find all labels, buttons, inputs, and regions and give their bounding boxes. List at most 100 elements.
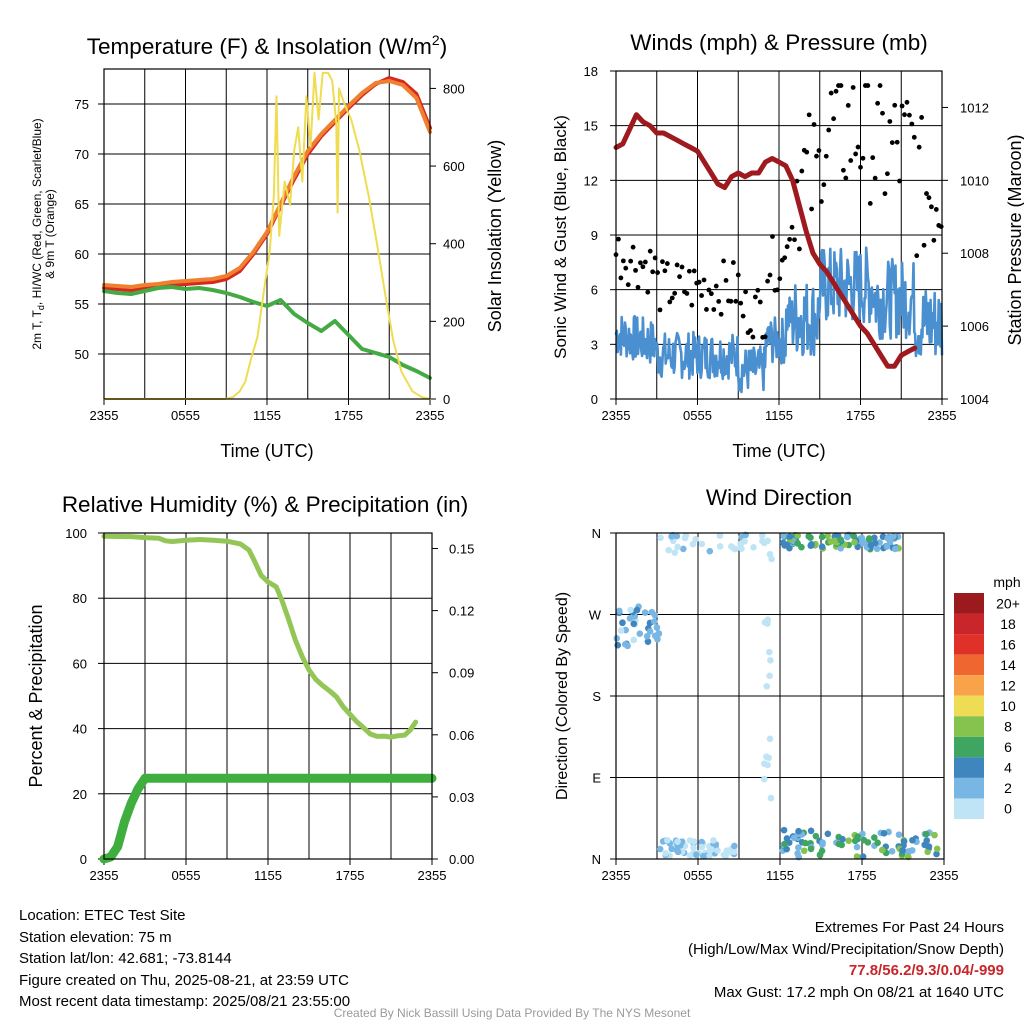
direction-point [671,549,679,556]
humidity-ytick-label: 100 [65,526,87,541]
direction-point [824,532,831,540]
winds-gust-point [938,224,944,230]
direction-point [767,657,774,664]
direction-point [644,638,652,645]
humidity-xtick-label: 0555 [172,868,201,883]
winds-gust-point [907,112,912,118]
winds-gust-point [904,99,910,105]
direction-point [750,544,757,551]
direction-point [807,542,815,550]
winds-frame [615,70,943,400]
winds-gust-point [652,255,658,261]
direction-point [767,794,775,802]
winds-gust-point [650,269,656,275]
temperature-ytick-label: 50 [75,347,89,362]
direction-point [837,536,844,543]
winds-gust-point [721,258,726,264]
direction-point [871,834,878,841]
winds-gust-point [664,261,670,266]
temperature-xlabel: Time (UTC) [220,441,313,461]
winds-y2tick-label: 1008 [960,246,989,261]
winds-xtick-label: 2355 [928,408,957,423]
winds-gust-point [638,260,643,266]
winds-gust-point [757,299,763,305]
direction-point [657,534,664,542]
direction-point [763,682,771,690]
winds-gust-point [845,103,851,108]
winds-ytick-label: 12 [584,173,598,188]
winds-gust-point [826,127,832,133]
winds-gust-point [645,289,651,295]
direction-ytick-label: S [592,689,601,704]
winds-gust-point [884,171,890,177]
winds-gust-point [860,155,866,161]
direction-xtick-label: 0555 [684,868,713,883]
winds-gust-point [882,191,888,197]
direction-point [890,533,897,540]
direction-point [760,760,768,767]
winds-gust-point [633,267,638,273]
colorbar-label: 18 [1000,616,1016,632]
winds-ytick-label: 6 [591,283,598,298]
temperature-xtick-label: 2355 [90,408,119,423]
direction-point [630,636,637,644]
winds-gust-point [916,144,922,150]
direction-point [765,648,773,656]
direction-point [706,852,713,860]
winds-gust-point [689,302,695,308]
direction-point [880,830,888,837]
winds-gust-point [774,287,780,293]
direction-point [899,847,906,854]
direction-point [698,843,706,851]
colorbar-label: 14 [1000,657,1016,673]
direction-point [651,611,659,619]
winds-gust-point [767,272,773,278]
colorbar-swatch [954,695,984,717]
winds-gust-point [877,83,883,88]
direction-title: Wind Direction [706,485,852,510]
direction-point [689,540,697,548]
winds-y2tick-label: 1012 [960,100,989,115]
winds-gust-point [838,83,844,88]
winds-gust-point [616,236,621,242]
winds-xtick-label: 0555 [683,408,712,423]
direction-point [673,846,681,854]
humidity-y2tick-label: 0.03 [449,790,474,805]
direction-point [816,851,824,859]
direction-point [878,846,886,854]
winds-gust-point [789,224,795,230]
winds-gust-point [672,290,678,296]
winds-xtick-label: 1755 [846,408,875,423]
humidity-ylabel-left: Percent & Precipitation [26,604,46,787]
temperature-y2tick-label: 200 [443,314,465,329]
winds-gust-point [711,307,717,312]
direction-point [665,546,672,554]
direction-point [692,851,700,858]
winds-xtick-label: 2355 [602,408,631,423]
humidity-xtick-label: 2355 [90,868,119,883]
winds-gust-point [730,260,736,265]
humidity-y2tick-label: 0.06 [449,728,474,743]
direction-point [766,735,774,743]
winds-gust-point [887,119,893,124]
max-gust: Max Gust: 17.2 mph On 08/21 at 1640 UTC [713,983,1004,1001]
colorbar-label: 6 [1004,739,1012,755]
colorbar-label: 20+ [996,595,1020,611]
colorbar-swatch [954,593,984,614]
winds-gust-point [840,167,846,173]
temperature-series-1 [102,79,432,289]
winds-xlabel: Time (UTC) [732,441,825,461]
winds-gust-point [811,122,817,127]
temperature-ytick-label: 60 [75,247,89,262]
direction-point [723,847,731,854]
colorbar-swatch [954,798,984,819]
station-elevation: Station elevation: 75 m [19,928,172,946]
temperature-y2tick-label: 600 [443,159,465,174]
winds-gust-point [655,270,660,275]
winds-ylabel-right: Station Pressure (Maroon) [1005,134,1024,345]
direction-point [633,606,641,614]
station-info: Location: ETEC Test Site Station elevati… [19,905,350,1013]
winds-gust-point [821,182,827,188]
winds-gust-point [792,237,797,243]
direction-point [731,842,738,850]
